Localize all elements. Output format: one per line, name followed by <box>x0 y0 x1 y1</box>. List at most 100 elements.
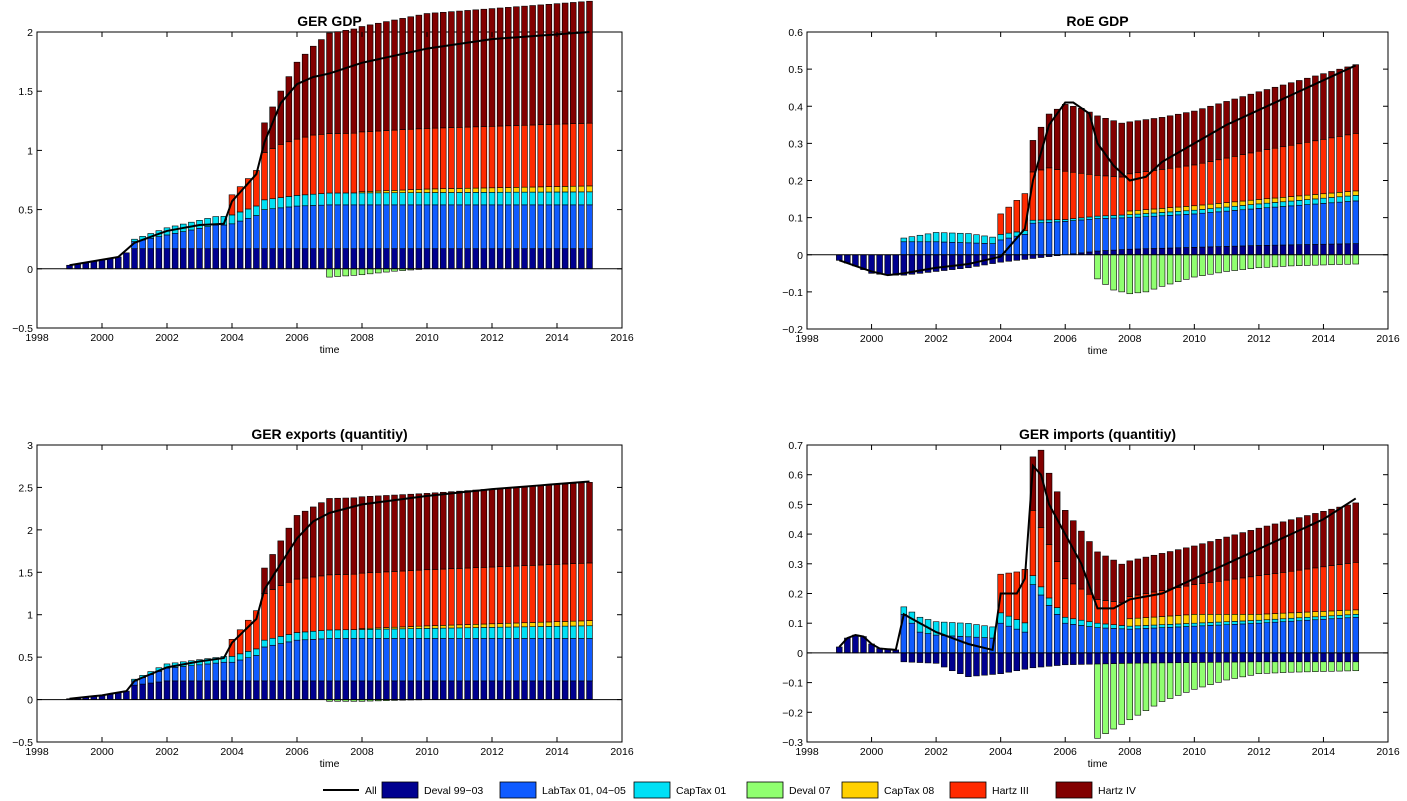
bar-segment <box>561 483 569 565</box>
bar-segment <box>513 187 520 193</box>
bar-segment <box>957 254 964 269</box>
bar-segment <box>545 191 553 206</box>
bar-segment <box>1207 662 1214 685</box>
bar-segment <box>578 625 585 639</box>
bar-segment <box>1344 504 1351 564</box>
bar-segment <box>949 232 956 243</box>
bar-segment <box>464 187 471 193</box>
x-tick-label: 2008 <box>350 746 374 758</box>
bar-segment <box>553 186 561 193</box>
bar-segment <box>561 191 569 206</box>
bar-segment <box>106 258 114 270</box>
bar-segment <box>342 574 349 631</box>
bar-segment <box>1053 108 1061 170</box>
y-tick-label: 0.7 <box>788 440 803 452</box>
bar-segment <box>1150 254 1158 290</box>
bar-segment <box>949 652 956 672</box>
bar-segment <box>586 204 593 249</box>
bar-segment <box>1320 193 1327 199</box>
bar-segment <box>570 620 577 627</box>
bar-segment <box>1118 652 1125 664</box>
bar-segment <box>326 680 333 700</box>
bar-segment <box>1053 219 1061 223</box>
bar-segment <box>1352 502 1359 563</box>
bar-segment <box>1029 456 1037 511</box>
bar-segment <box>1094 250 1101 256</box>
x-tick-label: 2008 <box>1118 746 1142 758</box>
bar-segment <box>1183 547 1190 587</box>
bar-segment <box>1029 575 1037 585</box>
bar-segment <box>1029 219 1037 224</box>
bar-segment <box>139 248 146 270</box>
bar-segment <box>1336 68 1343 137</box>
bar-segment <box>375 268 382 274</box>
bar-segment <box>1336 661 1343 672</box>
bar-segment <box>1255 619 1263 624</box>
bar-segment <box>521 248 528 270</box>
y-tick-label: 0 <box>797 648 803 660</box>
bar-segment <box>1320 566 1327 612</box>
bar-segment <box>586 248 593 270</box>
bar-segment <box>586 185 593 193</box>
bar-segment <box>1271 613 1279 620</box>
bar-segment <box>407 680 414 700</box>
bar-segment <box>1078 625 1085 654</box>
bar-segment <box>1053 613 1061 654</box>
bar-segment <box>570 563 577 622</box>
bar-segment <box>1328 610 1335 617</box>
bar-segment <box>358 268 366 276</box>
legend-item: Hartz III <box>949 781 1029 799</box>
bar-segment <box>277 248 284 270</box>
bar-segment <box>1304 77 1311 143</box>
bar-segment <box>1110 624 1117 629</box>
bar-segment <box>561 638 569 682</box>
bar-segment <box>480 638 488 682</box>
bar-segment <box>553 638 561 682</box>
bar-segment <box>1013 200 1021 233</box>
bar-segment <box>561 2 569 125</box>
bar-segment <box>1304 199 1311 205</box>
bar-segment <box>415 493 423 571</box>
bar-segment <box>212 248 219 270</box>
bar-segment <box>301 680 309 700</box>
bar-segment <box>1271 621 1279 654</box>
bar-segment <box>1215 203 1222 209</box>
bar-segment <box>220 216 228 226</box>
bar-segment <box>1320 197 1327 204</box>
legend-swatch <box>746 781 784 799</box>
y-tick-label: 2.5 <box>18 482 33 494</box>
bar-segment <box>521 638 528 682</box>
bar-segment <box>228 680 236 700</box>
bar-segment <box>1263 652 1271 663</box>
bar-segment <box>1344 201 1351 245</box>
bar-segment <box>391 192 398 206</box>
bar-segment <box>1336 136 1343 193</box>
bar-segment <box>1158 117 1166 170</box>
bar-segment <box>245 248 252 270</box>
bar-segment <box>1191 652 1198 663</box>
bar-segment <box>957 232 964 243</box>
bar-segment <box>578 185 585 193</box>
bar-segment <box>553 248 561 270</box>
bar-segment <box>440 627 447 639</box>
bar-segment <box>1045 113 1053 169</box>
bar-segment <box>578 123 585 187</box>
bar-segment <box>1328 618 1335 654</box>
bar-segment <box>578 482 585 564</box>
x-tick-label: 2008 <box>1118 333 1142 345</box>
bar-segment <box>1134 254 1142 294</box>
bar-segment <box>570 204 577 249</box>
bar-segment <box>366 638 374 682</box>
bar-segment <box>513 248 520 270</box>
bar-segment <box>480 192 488 206</box>
bar-segment <box>1239 620 1246 625</box>
bar-segment <box>586 0 593 124</box>
bar-segment <box>1158 254 1166 287</box>
legend-label: All <box>365 785 377 797</box>
bar-segment <box>496 191 504 206</box>
bar-segment <box>1199 613 1206 624</box>
bar-segment <box>553 484 561 565</box>
bar-segment <box>1287 519 1295 572</box>
bar-segment <box>472 192 479 206</box>
bar-segment <box>1053 607 1061 615</box>
